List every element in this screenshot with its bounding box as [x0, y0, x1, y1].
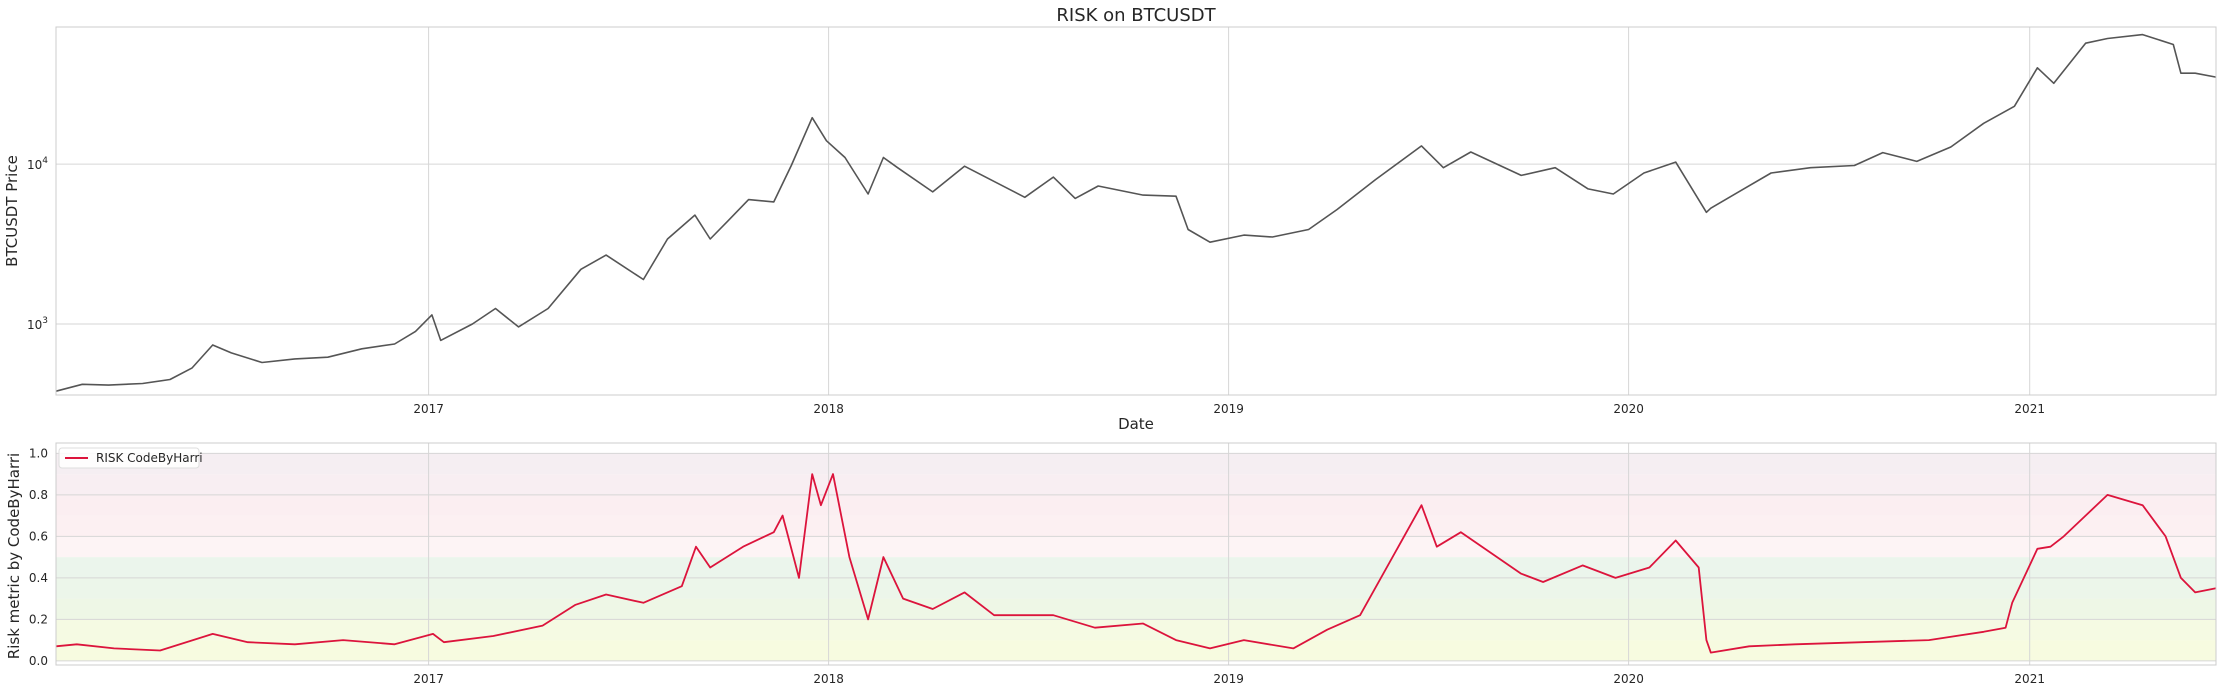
chart-title: RISK on BTCUSDT — [1056, 5, 1216, 26]
risk-y-tick-0.4: 0.4 — [29, 571, 48, 585]
price-x-tick-2020: 2020 — [1613, 402, 1644, 416]
risk-y-tick-1.0: 1.0 — [29, 446, 48, 460]
risk-x-tick-2017: 2017 — [413, 672, 444, 686]
legend-box — [58, 447, 200, 469]
risk-y-tick-0.6: 0.6 — [29, 529, 48, 543]
risk-band-8 — [56, 474, 2216, 495]
risk-gridlines — [56, 443, 2216, 665]
risk-x-tick-2021: 2021 — [2014, 672, 2045, 686]
risk-plot-frame — [55, 442, 2217, 666]
price-plot-area — [56, 27, 2216, 395]
price-plot-frame — [55, 26, 2217, 396]
legend-label: RISK CodeByHarri — [96, 451, 203, 465]
risk-zone-bands — [56, 453, 2216, 661]
price-x-tick-2017: 2017 — [413, 402, 444, 416]
risk-band-0 — [56, 640, 2216, 661]
price-y-tick-4: 104 — [27, 156, 48, 172]
price-x-tick-2021: 2021 — [2014, 402, 2045, 416]
price-y-axis-label: BTCUSDT Price — [3, 155, 21, 267]
risk-legend: RISK CodeByHarri — [58, 447, 203, 469]
risk-y-tick-0.2: 0.2 — [29, 612, 48, 626]
risk-y-tick-0.0: 0.0 — [29, 654, 48, 668]
risk-y-tick-0.8: 0.8 — [29, 488, 48, 502]
risk-band-3 — [56, 577, 2216, 599]
risk-band-7 — [56, 494, 2216, 516]
risk-band-6 — [56, 515, 2216, 537]
risk-band-2 — [56, 598, 2216, 620]
price-x-axis-label: Date — [1118, 415, 1154, 433]
risk-y-tick-labels: 0.0 0.2 0.4 0.6 0.8 1.0 — [29, 446, 48, 667]
risk-x-tick-2018: 2018 — [813, 672, 844, 686]
risk-chart: 2017 2018 2019 2020 2021 0.00.20.40.60.81.0 … — [5, 442, 2217, 686]
risk-band-1 — [56, 619, 2216, 641]
price-chart: RISK on BTCUSDT 2017 2018 2019 2020 2021 103… — [3, 5, 2217, 433]
price-x-tick-labels: 2017 2018 2019 2020 2021 — [413, 402, 2045, 416]
risk-band-5 — [56, 536, 2216, 558]
price-x-tick-2018: 2018 — [813, 402, 844, 416]
risk-x-tick-labels: 2017 2018 2019 2020 2021 — [413, 672, 2045, 686]
btcusdt-price-line — [55, 33, 2217, 392]
price-y-tick-labels: 103 104 — [27, 156, 48, 332]
price-y-tick-3: 103 — [27, 316, 48, 332]
risk-y-axis-label: Risk metric by CodeByHarri — [5, 453, 23, 659]
risk-band-4 — [56, 557, 2216, 578]
risk-x-tick-2019: 2019 — [1213, 672, 1244, 686]
price-x-tick-2019: 2019 — [1213, 402, 1244, 416]
risk-x-tick-2020: 2020 — [1613, 672, 1644, 686]
risk-metric-line — [55, 473, 2217, 654]
risk-band-9 — [56, 453, 2216, 475]
